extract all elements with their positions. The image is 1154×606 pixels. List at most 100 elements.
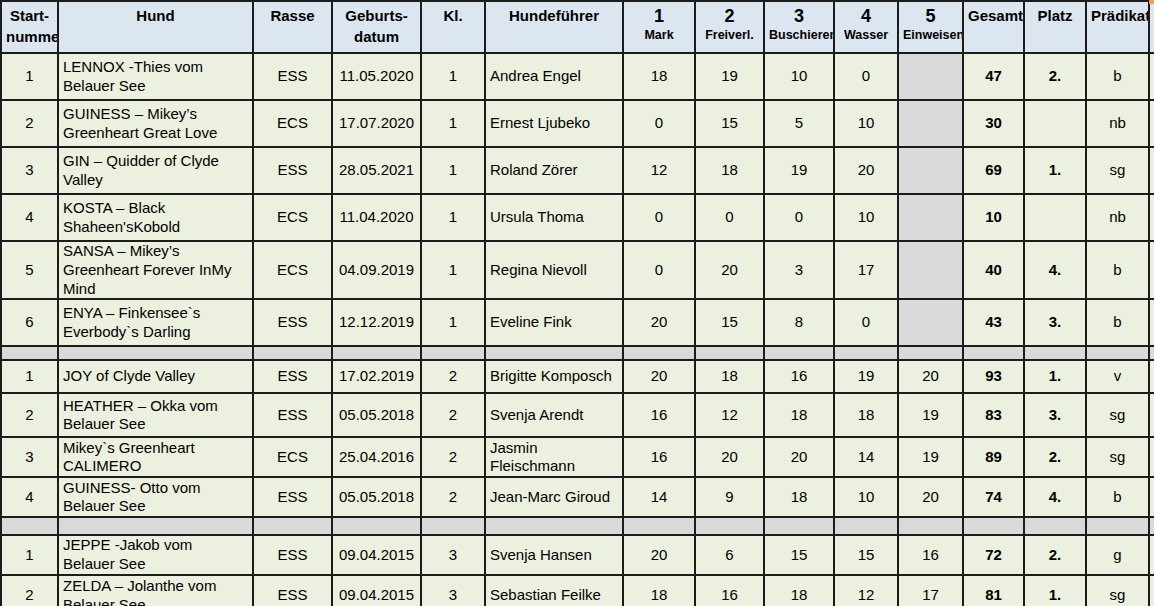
cell-hundefuehrer: Brigitte Komposch xyxy=(485,360,623,393)
cell-einweisen xyxy=(898,194,963,241)
cell-buschieren: 18 xyxy=(764,477,834,517)
column-header-label: Geburts- xyxy=(337,5,416,26)
cell-buschieren: 5 xyxy=(764,100,834,147)
column-header-label: Hundeführer xyxy=(490,5,618,26)
cell-geburtsdatum: 17.02.2019 xyxy=(332,360,421,393)
cell-platz: 2. xyxy=(1024,535,1086,575)
column-header-hund: Hund xyxy=(58,1,253,53)
separator-row xyxy=(1,346,1154,360)
cell-kl: 3 xyxy=(421,575,485,606)
cell-startnummer: 1 xyxy=(1,53,58,100)
cell-rasse: ECS xyxy=(253,194,332,241)
cell-rasse: ECS xyxy=(253,100,332,147)
cell-platz: 4. xyxy=(1024,477,1086,517)
separator-cell xyxy=(253,346,332,360)
cell-geburtsdatum: 04.09.2019 xyxy=(332,241,421,299)
table-row: 6ENYA – Finkensee`s Everbody`s DarlingES… xyxy=(1,299,1154,346)
cell-einweisen xyxy=(898,299,963,346)
table-row: 5SANSA – Mikey’s Greenheart Forever InMy… xyxy=(1,241,1154,299)
cell-platz: 1. xyxy=(1024,575,1086,606)
cell-startnummer: 6 xyxy=(1,299,58,346)
cell-mark: 0 xyxy=(623,194,695,241)
partial-cell xyxy=(1149,437,1154,477)
cell-startnummer: 1 xyxy=(1,535,58,575)
cell-wasser: 18 xyxy=(834,393,898,437)
partial-cell xyxy=(1149,575,1154,606)
separator-cell xyxy=(695,346,764,360)
cell-startnummer: 4 xyxy=(1,477,58,517)
separator-row xyxy=(1,517,1154,535)
cell-hund: KOSTA – Black Shaheen'sKobold xyxy=(58,194,253,241)
cell-geburtsdatum: 05.05.2018 xyxy=(332,393,421,437)
cell-kl: 1 xyxy=(421,194,485,241)
cell-buschieren: 16 xyxy=(764,360,834,393)
cell-hund: SANSA – Mikey’s Greenheart Forever InMy … xyxy=(58,241,253,299)
cell-praedikat: nb xyxy=(1086,194,1149,241)
column-header-label: Platz xyxy=(1029,5,1081,26)
cell-buschieren: 8 xyxy=(764,299,834,346)
cell-geburtsdatum: 25.04.2016 xyxy=(332,437,421,477)
cell-wasser: 12 xyxy=(834,575,898,606)
cell-einweisen xyxy=(898,100,963,147)
separator-cell xyxy=(898,346,963,360)
cell-platz: 3. xyxy=(1024,299,1086,346)
cell-mark: 20 xyxy=(623,299,695,346)
cell-platz: 2. xyxy=(1024,437,1086,477)
cell-wasser: 20 xyxy=(834,147,898,194)
cell-wasser: 10 xyxy=(834,477,898,517)
cell-praedikat: sg xyxy=(1086,575,1149,606)
cell-startnummer: 3 xyxy=(1,147,58,194)
cell-buschieren: 18 xyxy=(764,575,834,606)
separator-cell xyxy=(421,517,485,535)
column-header-label: datum xyxy=(337,26,416,47)
column-header-label: Start- xyxy=(6,5,53,26)
cell-praedikat: sg xyxy=(1086,147,1149,194)
partial-cell xyxy=(1149,53,1154,100)
cell-praedikat: sg xyxy=(1086,437,1149,477)
cell-einweisen: 20 xyxy=(898,477,963,517)
cell-hund: LENNOX -Thies vom Belauer See xyxy=(58,53,253,100)
cell-freiverl: 15 xyxy=(695,299,764,346)
column-header-gesamt: Gesamt xyxy=(963,1,1024,53)
cell-startnummer: 2 xyxy=(1,393,58,437)
cell-wasser: 10 xyxy=(834,194,898,241)
cell-platz: 1. xyxy=(1024,147,1086,194)
cell-einweisen xyxy=(898,241,963,299)
partial-column-header xyxy=(1149,1,1154,53)
separator-cell xyxy=(834,517,898,535)
separator-cell xyxy=(764,346,834,360)
column-header-label: Gesamt xyxy=(968,5,1019,26)
cell-gesamt: 72 xyxy=(963,535,1024,575)
column-header-platz: Platz xyxy=(1024,1,1086,53)
separator-cell xyxy=(332,517,421,535)
column-header-praedikat: Prädikat xyxy=(1086,1,1149,53)
cell-gesamt: 47 xyxy=(963,53,1024,100)
cell-freiverl: 6 xyxy=(695,535,764,575)
partial-cell xyxy=(1149,241,1154,299)
column-header-label: 1 xyxy=(628,5,690,28)
table-row: 1JOY of Clyde ValleyESS17.02.20192Brigit… xyxy=(1,360,1154,393)
cell-buschieren: 3 xyxy=(764,241,834,299)
column-header-label: Einweisen xyxy=(903,28,958,43)
column-header-label: Wasser xyxy=(839,28,893,43)
column-header-label: Prädikat xyxy=(1091,5,1144,26)
partial-cell xyxy=(1149,100,1154,147)
cell-rasse: ESS xyxy=(253,299,332,346)
column-header-hundefuehrer: Hundeführer xyxy=(485,1,623,53)
column-header-label: 5 xyxy=(903,5,958,28)
column-header-label: Rasse xyxy=(258,5,327,26)
cell-freiverl: 18 xyxy=(695,360,764,393)
cell-hundefuehrer: Jean-Marc Giroud xyxy=(485,477,623,517)
cell-buschieren: 15 xyxy=(764,535,834,575)
cell-gesamt: 10 xyxy=(963,194,1024,241)
cell-geburtsdatum: 11.05.2020 xyxy=(332,53,421,100)
separator-cell xyxy=(1086,517,1149,535)
cell-freiverl: 20 xyxy=(695,241,764,299)
column-header-label: Kl. xyxy=(426,5,480,26)
separator-cell xyxy=(1,517,58,535)
cell-gesamt: 83 xyxy=(963,393,1024,437)
column-header-einweisen: 5Einweisen xyxy=(898,1,963,53)
cell-kl: 1 xyxy=(421,147,485,194)
partial-cell xyxy=(1149,393,1154,437)
partial-cell xyxy=(1149,147,1154,194)
